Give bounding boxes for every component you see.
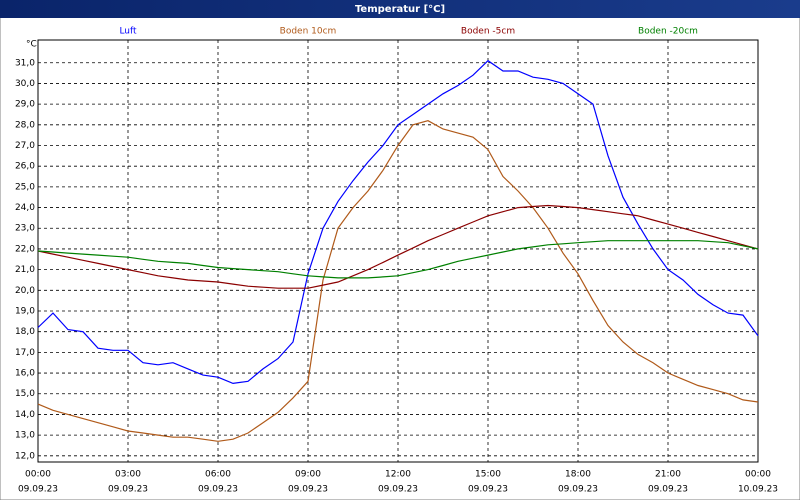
y-tick-label: 30,0	[15, 79, 35, 89]
x-tick-date: 09.09.23	[18, 485, 58, 495]
y-tick-label: 27,0	[15, 141, 35, 151]
legend-label: Boden -20cm	[638, 27, 698, 37]
y-tick-label: 14,0	[15, 410, 35, 420]
data-line	[37, 59, 759, 385]
x-tick-date: 09.09.23	[648, 485, 688, 495]
legend-label: Boden -5cm	[461, 27, 515, 37]
y-tick-label: 25,0	[15, 182, 35, 192]
x-tick-label: 03:00	[115, 470, 141, 480]
y-tick-label: 20,0	[15, 286, 35, 296]
chart-title: Temperatur [°C]	[355, 4, 445, 15]
y-tick-label: 18,0	[15, 327, 35, 337]
x-tick-label: 12:00	[385, 470, 411, 480]
x-tick-label: 09:00	[295, 470, 321, 480]
y-tick-label: 16,0	[15, 369, 35, 379]
y-tick-label: 21,0	[15, 265, 35, 275]
y-tick-label: 29,0	[15, 100, 35, 110]
x-tick-date: 09.09.23	[558, 485, 598, 495]
x-tick-label: 18:00	[565, 470, 591, 480]
x-tick-date: 09.09.23	[288, 485, 328, 495]
x-tick-label: 00:00	[25, 470, 51, 480]
x-tick-label: 15:00	[475, 470, 501, 480]
x-tick-date: 09.09.23	[198, 485, 238, 495]
data-line	[37, 204, 759, 289]
y-tick-label: 26,0	[15, 162, 35, 172]
data-line	[37, 120, 759, 442]
x-tick-date: 09.09.23	[468, 485, 508, 495]
y-tick-label: 19,0	[15, 306, 35, 316]
y-unit: °C	[26, 40, 37, 50]
x-tick-date: 09.09.23	[378, 485, 418, 495]
y-tick-label: 17,0	[15, 348, 35, 358]
y-tick-label: 12,0	[15, 451, 35, 461]
legend-label: Luft	[119, 27, 137, 37]
y-tick-label: 22,0	[15, 244, 35, 254]
y-tick-label: 23,0	[15, 224, 35, 234]
y-tick-label: 15,0	[15, 389, 35, 399]
y-tick-label: 28,0	[15, 120, 35, 130]
y-tick-label: 24,0	[15, 203, 35, 213]
x-tick-label: 21:00	[655, 470, 681, 480]
y-tick-label: 13,0	[15, 431, 35, 441]
data-line	[37, 240, 759, 279]
y-tick-label: 31,0	[15, 58, 35, 68]
title-bar	[0, 0, 800, 18]
x-tick-label: 06:00	[205, 470, 231, 480]
legend-label: Boden 10cm	[280, 27, 337, 37]
x-tick-date: 09.09.23	[108, 485, 148, 495]
x-tick-label: 00:00	[745, 470, 771, 480]
x-tick-date: 10.09.23	[738, 485, 778, 495]
